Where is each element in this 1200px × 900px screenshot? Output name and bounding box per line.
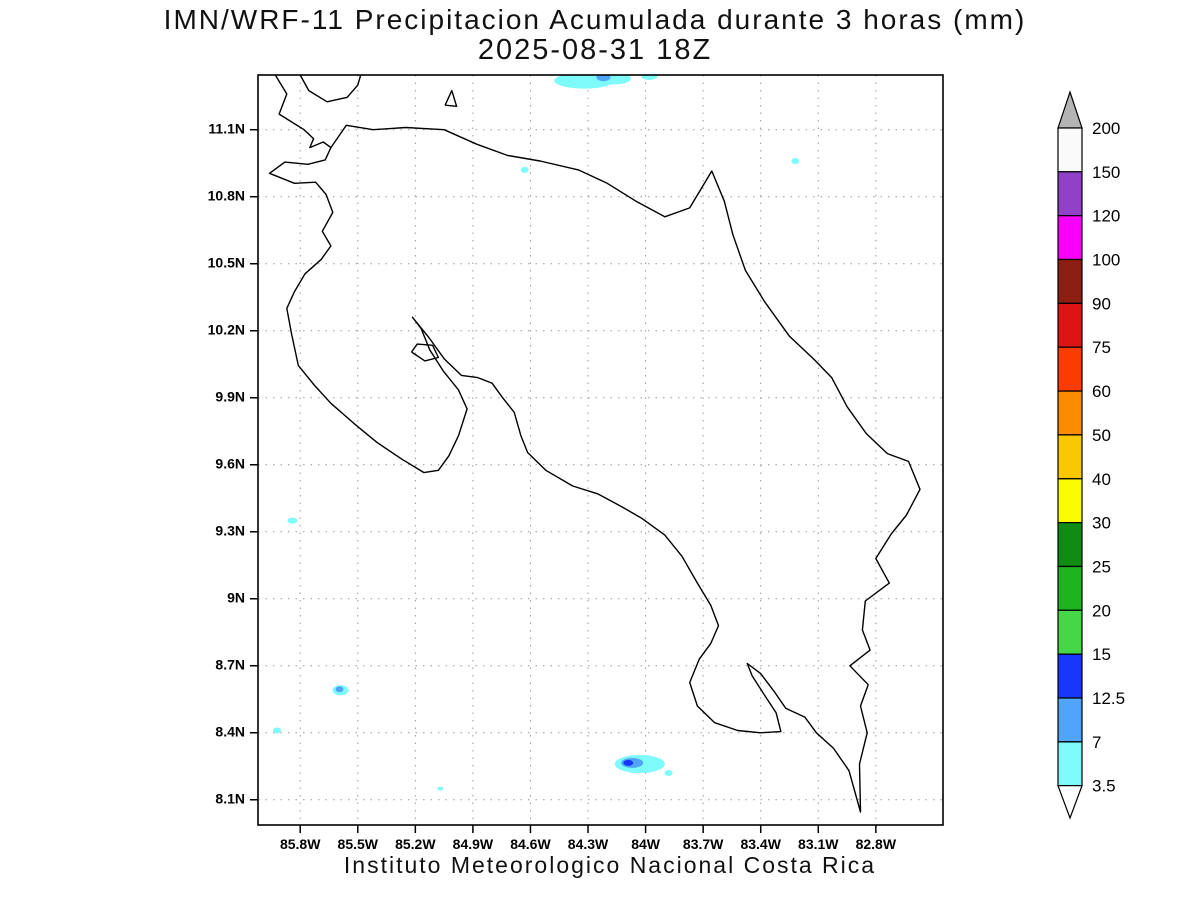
- colorbar-segment: [1057, 478, 1083, 524]
- colorbar-segment: [1057, 390, 1083, 436]
- precipitation-patch: [791, 158, 800, 164]
- x-axis-label: 84W: [631, 836, 661, 852]
- precipitation-patch: [641, 75, 658, 81]
- colorbar-label: 75: [1092, 338, 1111, 357]
- x-axis-label: 85.8W: [280, 836, 321, 852]
- precipitation-layer: [273, 75, 800, 791]
- colorbar-segment: [1057, 521, 1083, 567]
- y-axis-label: 8.4N: [215, 723, 245, 739]
- y-axis-label: 10.5N: [208, 254, 245, 270]
- plot-frame: [257, 74, 944, 826]
- chart-valid-time: 2025-08-31 18Z: [477, 34, 713, 66]
- precipitation-patch: [437, 786, 444, 791]
- colorbar-over-arrow: [1057, 90, 1083, 129]
- colorbar-label: 90: [1092, 294, 1111, 313]
- coastline-island: [444, 89, 458, 107]
- x-axis-label: 83.4W: [740, 836, 781, 852]
- colorbar: 200 150 120 100 90 75 60 50 40 30 25 20 15 12.5 7 3.5: [1057, 90, 1125, 820]
- plot-frame-layer: [250, 74, 944, 833]
- colorbar-label: 50: [1092, 426, 1111, 445]
- colorbar-label: 30: [1092, 514, 1111, 533]
- colorbar-segment: [1057, 258, 1083, 304]
- colorbar-segment: [1057, 346, 1083, 392]
- x-axis-label: 83.7W: [683, 836, 724, 852]
- x-axis-label: 84.9W: [453, 836, 494, 852]
- colorbar-segment: [1057, 653, 1083, 699]
- x-axis-label: 85.5W: [338, 836, 379, 852]
- precipitation-patch: [596, 75, 611, 82]
- x-axis-label: 82.8W: [856, 836, 897, 852]
- x-axis-label: 85.2W: [395, 836, 436, 852]
- y-axis-label: 8.1N: [215, 790, 245, 806]
- colorbar-label: 25: [1092, 558, 1111, 577]
- y-axis-label: 9.6N: [215, 455, 245, 471]
- y-axis-label: 10.8N: [208, 187, 245, 203]
- y-axis-label: 11.1N: [208, 120, 245, 136]
- colorbar-segment: [1057, 171, 1083, 217]
- colorbar-segment: [1057, 697, 1083, 743]
- precipitation-patch: [520, 166, 529, 173]
- x-axis-label: 83.1W: [798, 836, 839, 852]
- y-axis-label: 10.2N: [208, 321, 245, 337]
- colorbar-label: 150: [1092, 163, 1120, 182]
- colorbar-label: 100: [1092, 251, 1120, 270]
- coastline-isla-chira: [410, 343, 440, 362]
- colorbar-segment: [1057, 302, 1083, 348]
- colorbar-segment: [1057, 741, 1083, 787]
- grid-layer: [258, 75, 943, 825]
- colorbar-segment: [1057, 127, 1083, 173]
- colorbar-label: 3.5: [1092, 777, 1116, 796]
- colorbar-segment: [1057, 565, 1083, 611]
- precipitation-patch: [287, 517, 298, 524]
- colorbar-segment: [1057, 434, 1083, 480]
- colorbar-label: 60: [1092, 382, 1111, 401]
- y-axis-label: 8.7N: [215, 656, 245, 672]
- colorbar-label: 15: [1092, 645, 1111, 664]
- chart-title: IMN/WRF-11 Precipitacion Acumulada duran…: [163, 4, 1027, 35]
- precipitation-patch: [664, 770, 673, 776]
- x-axis-label: 84.3W: [568, 836, 609, 852]
- colorbar-segment: [1057, 609, 1083, 655]
- colorbar-segment: [1057, 215, 1083, 261]
- colorbar-label: 200: [1092, 119, 1120, 138]
- y-axis-label: 9.3N: [215, 522, 245, 538]
- coastline-outline: [268, 75, 921, 813]
- colorbar-under-arrow: [1057, 785, 1083, 820]
- colorbar-label: 12.5: [1092, 689, 1125, 708]
- colorbar-label: 7: [1092, 733, 1101, 752]
- colorbar-label: 120: [1092, 207, 1120, 226]
- y-axis-label: 9N: [227, 589, 245, 605]
- precipitation-patch: [623, 759, 634, 766]
- precipitation-patch: [273, 727, 282, 734]
- x-axis-label: 84.6W: [510, 836, 551, 852]
- axis-labels-layer: 11.1N 10.8N 10.5N 10.2N 9.9N 9.6N 9.3N 9N 8.7N 8.…: [208, 120, 897, 852]
- y-axis-label: 9.9N: [215, 388, 245, 404]
- precipitation-patch: [335, 686, 344, 693]
- coastline-layer: [268, 75, 921, 813]
- footer-caption: Instituto Meteorologico Nacional Costa R…: [343, 852, 877, 878]
- colorbar-label: 40: [1092, 470, 1111, 489]
- colorbar-label: 20: [1092, 601, 1111, 620]
- coastline-lake-shore: [299, 75, 362, 103]
